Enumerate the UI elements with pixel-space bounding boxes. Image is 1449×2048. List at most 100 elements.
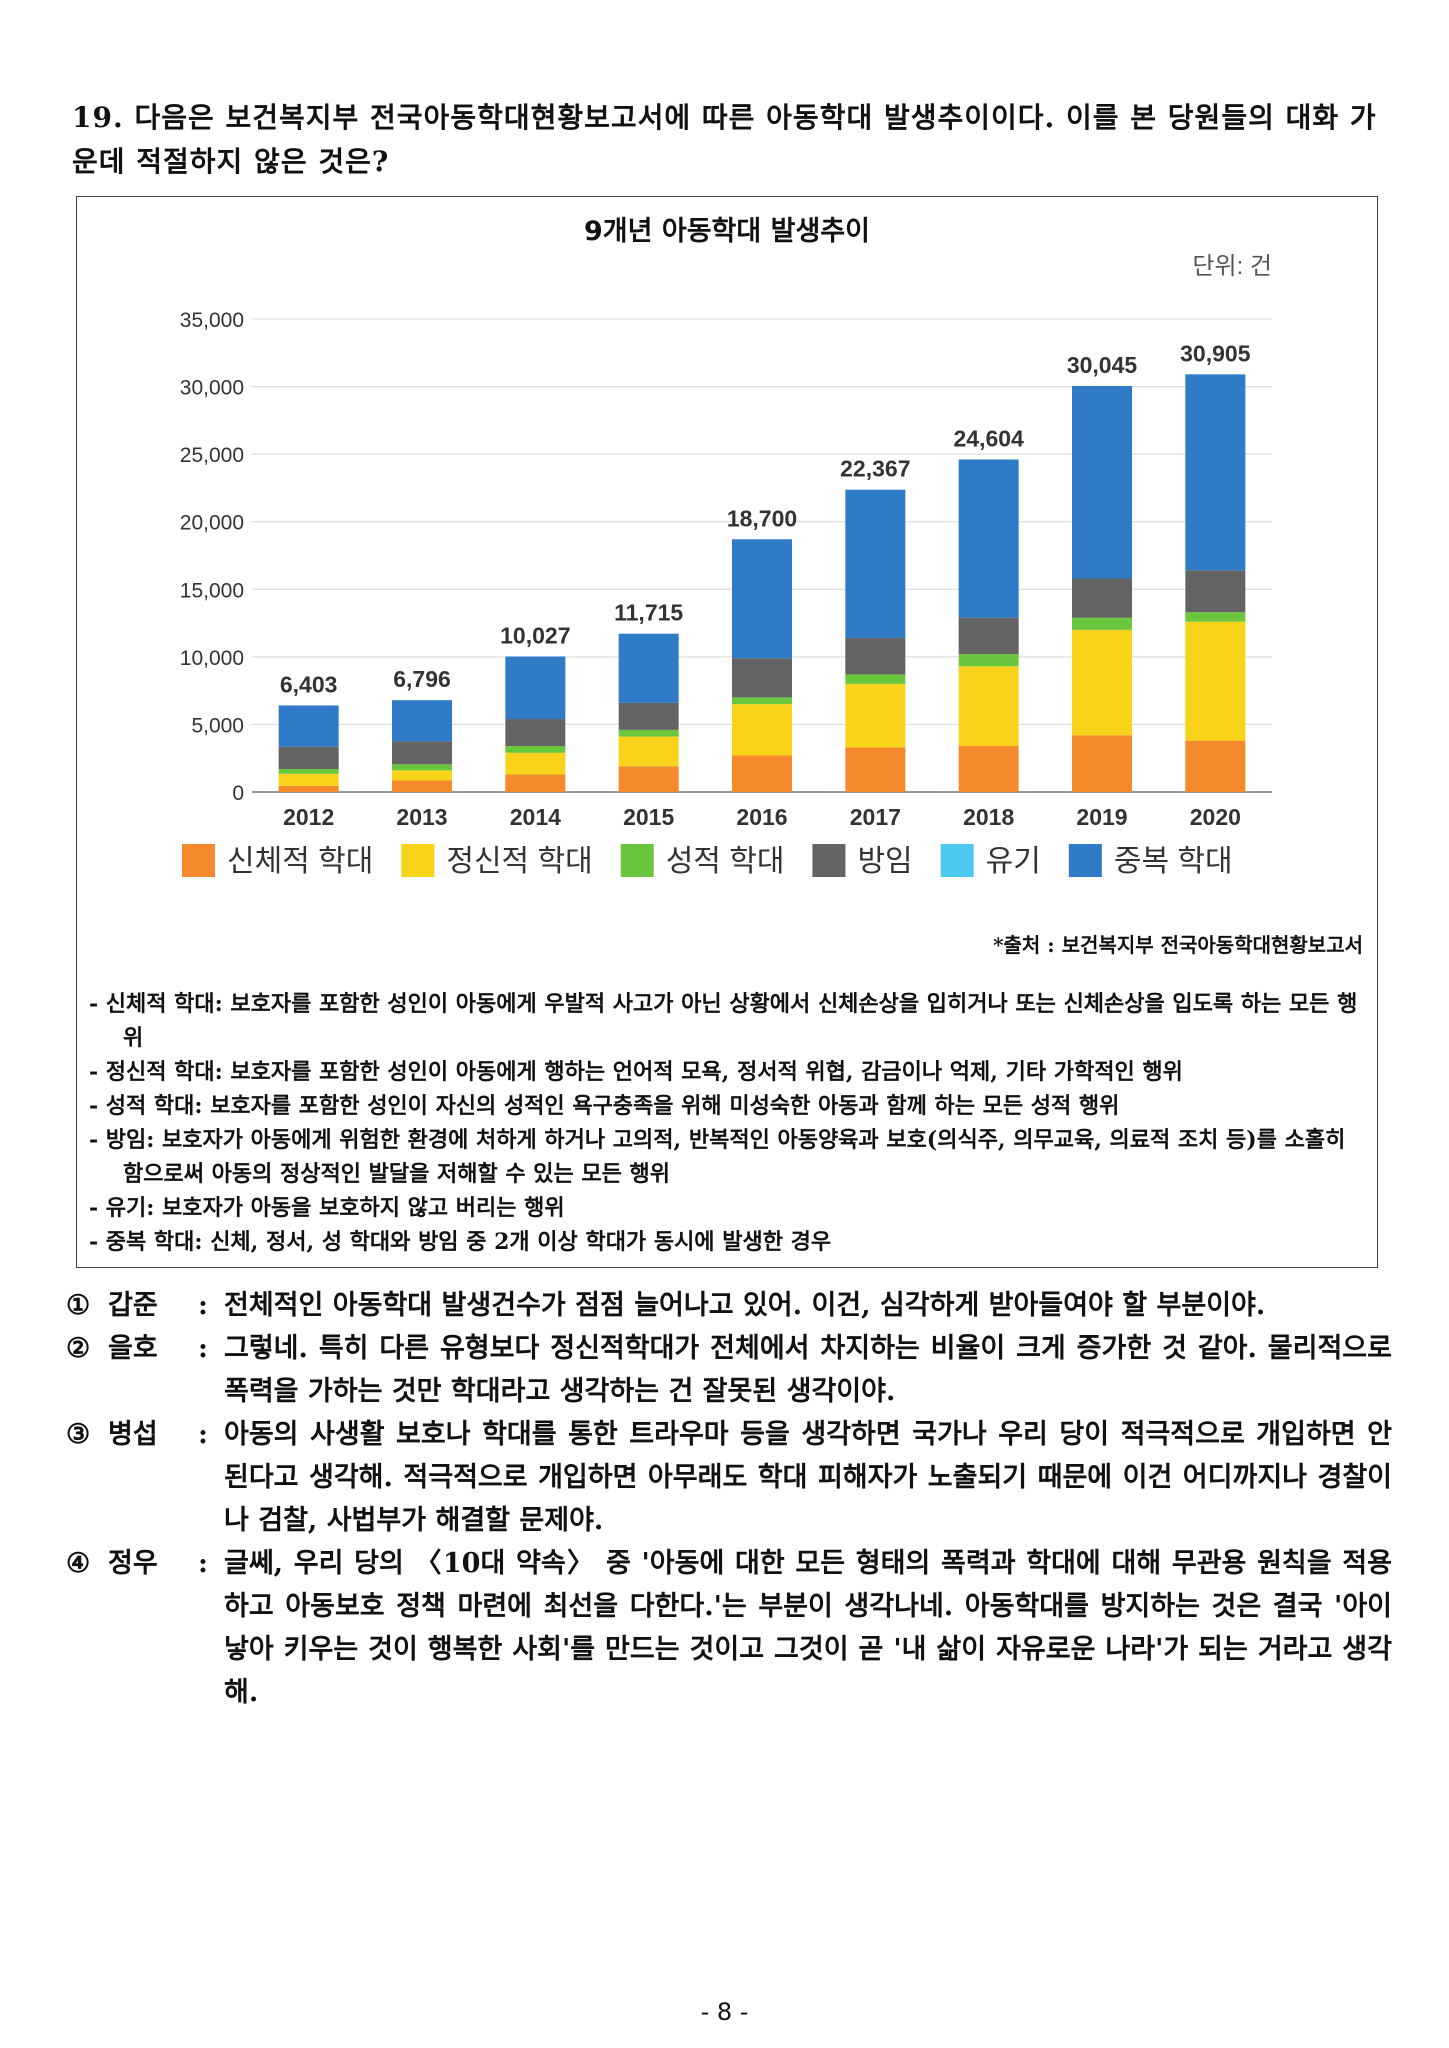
answer-option-3[interactable]: ③ 병섭 : 아동의 사생활 보호나 학대를 통한 트라우마 등을 생각하면 국… — [66, 1413, 1392, 1542]
y-tick-label: 30,000 — [180, 377, 244, 400]
x-tick-label: 2017 — [850, 804, 901, 830]
bar-segment — [505, 746, 566, 753]
legend-swatch — [1068, 844, 1102, 877]
definition-item: - 성적 학대: 보호자를 포함한 성인이 자신의 성적인 욕구충족을 위해 미… — [89, 1093, 1120, 1119]
bar-segment — [1185, 374, 1246, 571]
bar-segment — [845, 747, 906, 792]
option-number: ① — [66, 1290, 91, 1321]
data-label: 18,700 — [727, 505, 797, 531]
colon: : — [198, 1333, 208, 1364]
data-label: 10,027 — [500, 622, 570, 648]
legend-label: 중복 학대 — [1114, 845, 1233, 878]
definition-item: - 정신적 학대: 보호자를 포함한 성인이 아동에게 행하는 언어적 모욕, … — [89, 1059, 1183, 1085]
option-number: ② — [66, 1333, 91, 1364]
question-title: 19. 다음은 보건복지부 전국아동학대현황보고서에 따른 아동학대 발생추이이… — [72, 101, 1377, 178]
y-tick-label: 35,000 — [180, 309, 244, 332]
definition-item: - 유기: 보호자가 아동을 보호하지 않고 버리는 행위 — [89, 1195, 565, 1221]
y-tick-label: 10,000 — [180, 647, 244, 670]
x-tick-label: 2012 — [283, 804, 334, 830]
x-tick-label: 2019 — [1076, 804, 1127, 830]
x-tick-label: 2014 — [510, 804, 561, 830]
bar-segment — [278, 705, 339, 747]
answer-text: 아동의 사생활 보호나 학대를 통한 트라우마 등을 생각하면 국가나 우리 당… — [224, 1419, 1392, 1536]
y-tick-label: 5,000 — [191, 714, 244, 737]
speaker-name: 병섭 — [108, 1419, 158, 1450]
bar-segment — [392, 741, 452, 765]
bar-segment — [732, 697, 792, 705]
definition-item: - 신체적 학대: 보호자를 포함한 성인이 아동에게 우발적 사고가 아닌 상… — [89, 991, 1358, 1051]
bar-segment — [505, 774, 566, 792]
bar-segment — [392, 780, 452, 792]
bar-segment — [958, 459, 1019, 618]
legend-swatch — [620, 844, 654, 877]
answer-option-1[interactable]: ① 갑준 : 전체적인 아동학대 발생건수가 점점 늘어나고 있어. 이건, 심… — [66, 1284, 1392, 1327]
legend-swatch — [812, 844, 846, 877]
bar-segment — [392, 770, 452, 781]
bar-segment — [1185, 621, 1246, 741]
colon: : — [198, 1419, 208, 1450]
x-tick-label: 2013 — [396, 804, 447, 830]
answer-option-4[interactable]: ④ 정우 : 글쎄, 우리 당의 〈10대 약속〉 중 '아동에 대한 모든 형… — [66, 1542, 1392, 1714]
bar-segment — [732, 539, 792, 659]
legend-swatch — [940, 844, 974, 877]
bar-segment — [958, 746, 1019, 792]
data-label: 22,367 — [840, 456, 910, 482]
y-tick-label: 15,000 — [180, 579, 244, 602]
data-label: 6,796 — [393, 666, 451, 692]
bar-segment — [278, 746, 339, 770]
bar-segment — [618, 736, 679, 767]
legend-swatch — [182, 844, 215, 877]
option-number: ④ — [66, 1548, 91, 1579]
bar-segment — [732, 658, 792, 698]
bar-segment — [1072, 735, 1132, 792]
colon: : — [198, 1290, 208, 1321]
bar-segment — [505, 752, 566, 775]
bar-segment — [732, 704, 792, 756]
legend-label: 유기 — [986, 845, 1041, 878]
bar-segment — [618, 702, 679, 730]
bar-segment — [845, 683, 906, 748]
y-tick-label: 25,000 — [180, 444, 244, 467]
chart-source: *출처 : 보건복지부 전국아동학대현황보고서 — [993, 933, 1363, 957]
x-tick-label: 2018 — [963, 804, 1014, 830]
bar-segment — [618, 633, 679, 703]
stacked-bar-chart: 단위: 건 0 5,000 10,000 15,000 20,000 25,000 30,00… — [180, 253, 1272, 878]
bar-segment — [845, 674, 906, 684]
bar-segment — [1072, 617, 1132, 630]
answer-text: 글쎄, 우리 당의 〈10대 약속〉 중 '아동에 대한 모든 형태의 폭력과 … — [224, 1548, 1392, 1708]
page-number: - 8 - — [700, 1998, 749, 2026]
answer-option-2[interactable]: ② 을호 : 그렇네. 특히 다른 유형보다 정신적학대가 전체에서 차지하는 … — [66, 1327, 1392, 1413]
bar-segment — [1185, 740, 1246, 792]
bar-segment — [618, 729, 679, 737]
bar-segment — [1072, 629, 1132, 736]
bar-segment — [392, 764, 452, 771]
bar-segment — [958, 666, 1019, 747]
colon: : — [198, 1548, 208, 1579]
bar-segment — [392, 700, 452, 742]
answer-text: 그렇네. 특히 다른 유형보다 정신적학대가 전체에서 차지하는 비율이 크게 … — [224, 1333, 1392, 1407]
bar-segment — [732, 755, 792, 792]
speaker-name: 갑준 — [108, 1290, 158, 1321]
legend-label: 방임 — [857, 845, 912, 878]
chart-title: 9개년 아동학대 발생추이 — [584, 216, 870, 247]
bar-segment — [958, 617, 1019, 655]
bar-segment — [1072, 578, 1132, 618]
definition-item: - 중복 학대: 신체, 정서, 성 학대와 방임 중 2개 이상 학대가 동시… — [89, 1229, 832, 1255]
bar-segment — [1072, 385, 1132, 579]
bar-segment — [505, 719, 566, 747]
data-label: 6,403 — [280, 671, 338, 697]
bar-segment — [278, 785, 339, 792]
definitions-list: - 신체적 학대: 보호자를 포함한 성인이 아동에게 우발적 사고가 아닌 상… — [89, 987, 1359, 1259]
bar-segment — [845, 637, 906, 675]
legend-swatch — [401, 844, 435, 877]
data-label: 30,905 — [1180, 340, 1251, 366]
unit-label: 단위: 건 — [1192, 253, 1272, 280]
legend-label: 성적 학대 — [666, 845, 785, 878]
bar-segment — [505, 656, 566, 720]
speaker-name: 정우 — [108, 1548, 158, 1579]
speaker-name: 을호 — [108, 1333, 158, 1364]
bar-segment — [1185, 612, 1246, 622]
x-tick-label: 2020 — [1190, 804, 1241, 830]
x-tick-label: 2016 — [736, 804, 787, 830]
y-tick-label: 20,000 — [180, 512, 244, 535]
